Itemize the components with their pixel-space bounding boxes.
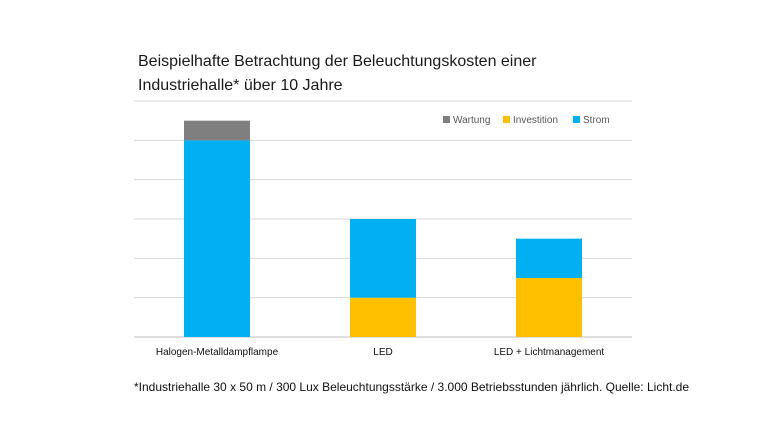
chart-title-line-2: Industriehalle* über 10 Jahre (138, 77, 343, 94)
legend-swatch-strom (573, 116, 580, 123)
chart-title: Beispielhafte Betrachtung der Beleuchtun… (138, 50, 578, 98)
legend-label-investition: Investition (513, 115, 558, 126)
legend-label-wartung: Wartung (453, 115, 490, 126)
bar-wartung-1 (184, 120, 250, 141)
chart-title-line-1: Beispielhafte Betrachtung der Beleuchtun… (138, 53, 537, 70)
bar-strom-3 (516, 238, 582, 278)
bar-investition-2 (350, 297, 416, 337)
category-label: Halogen-Metalldampflampe (156, 347, 279, 358)
legend-swatch-investition (503, 116, 510, 123)
legend-swatch-wartung (443, 116, 450, 123)
bar-strom-2 (350, 219, 416, 298)
category-label: LED (373, 347, 392, 358)
bar-strom-1 (184, 140, 250, 337)
category-label: LED + Lichtmanagement (494, 347, 605, 358)
footnote: *Industriehalle 30 x 50 m / 300 Lux Bele… (134, 380, 690, 394)
legend-label-strom: Strom (583, 115, 610, 126)
bar-investition-3 (516, 278, 582, 337)
